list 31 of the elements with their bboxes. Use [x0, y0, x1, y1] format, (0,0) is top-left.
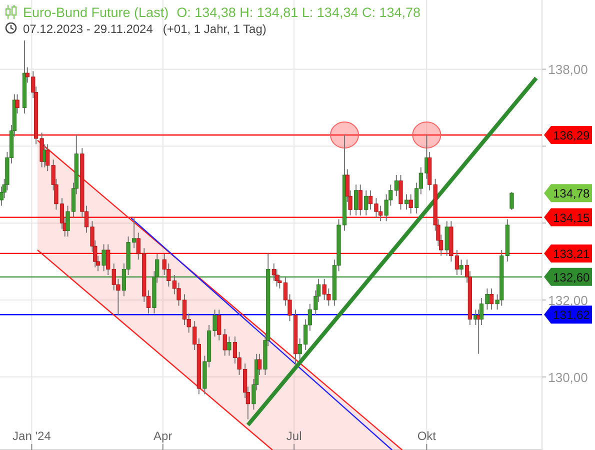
annotation: O: 134,38 H: 134,81 L: 134,34 C: 134,78	[176, 5, 421, 20]
candlestick	[102, 244, 106, 272]
y-tick-label: 132,00	[548, 293, 588, 308]
candlestick	[364, 190, 368, 216]
candlestick	[404, 194, 409, 210]
ref-line-label: 132,60	[553, 270, 590, 284]
candlestick	[408, 194, 413, 214]
ref-line-label: 131,62	[553, 308, 590, 322]
x-tick-label: Jan '24	[12, 429, 52, 443]
candlestick	[15, 94, 20, 114]
candlestick	[444, 220, 449, 256]
y-tick-label: 130,00	[548, 370, 588, 385]
ref-line-label: 133,21	[553, 246, 590, 261]
candlestick	[459, 259, 464, 276]
text: 134,78	[553, 186, 590, 201]
candlestick	[510, 191, 514, 210]
ref-line-label: 134,15	[553, 210, 590, 225]
y-tick-label: 138,00	[548, 62, 588, 78]
x-tick-label: Okt	[417, 429, 437, 443]
candlestick	[354, 184, 358, 216]
text: 07.12.2023 - 29.11.2024 (+01, 1 Jahr, 1 Tag)	[23, 22, 266, 36]
x-tick-label: Jul	[286, 429, 302, 443]
x-tick-label: Apr	[154, 429, 172, 443]
chart-title: Euro-Bund Future (Last)	[23, 5, 169, 20]
candlestick	[398, 174, 403, 210]
candlestick	[257, 353, 262, 376]
candlestick	[358, 184, 362, 216]
ref-line-label: 136,29	[553, 128, 590, 142]
candlestick	[490, 288, 494, 310]
candlestick	[227, 336, 232, 356]
candlestick	[106, 244, 110, 276]
